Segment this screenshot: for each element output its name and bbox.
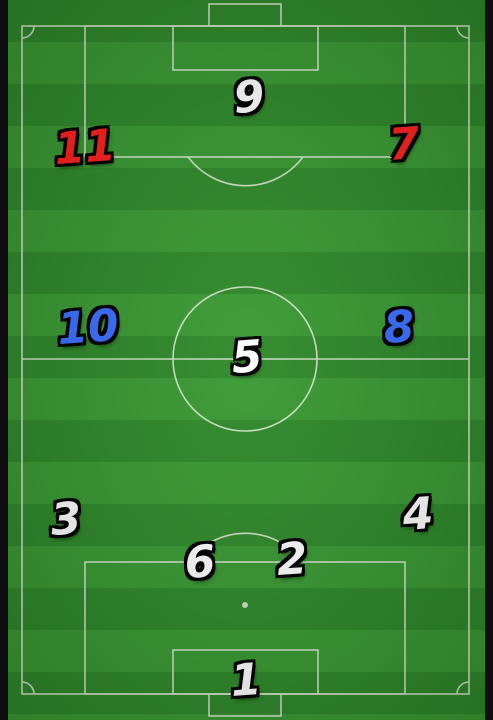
player-number-7[interactable]: 7 [386,117,422,172]
player-number-1[interactable]: 1 [228,653,264,708]
top-goal-area [172,25,319,71]
top-penalty-arc [187,156,304,187]
player-number-8[interactable]: 8 [381,300,417,355]
bottom-goal [208,693,282,717]
player-number-6[interactable]: 6 [182,535,218,590]
player-number-5[interactable]: 5 [229,330,265,385]
player-number-3[interactable]: 3 [48,492,84,547]
player-number-9[interactable]: 9 [231,70,267,125]
player-number-10[interactable]: 10 [55,299,122,356]
football-pitch: 9 11 7 10 8 5 3 4 6 2 1 [8,0,485,720]
pitch-markings [21,3,470,717]
player-number-11[interactable]: 11 [52,119,119,176]
penalty-spot [242,602,248,608]
player-number-2[interactable]: 2 [274,532,310,587]
top-goal [208,3,282,27]
center-circle [172,286,318,432]
player-number-4[interactable]: 4 [400,487,436,542]
bottom-penalty-arc [187,532,304,563]
